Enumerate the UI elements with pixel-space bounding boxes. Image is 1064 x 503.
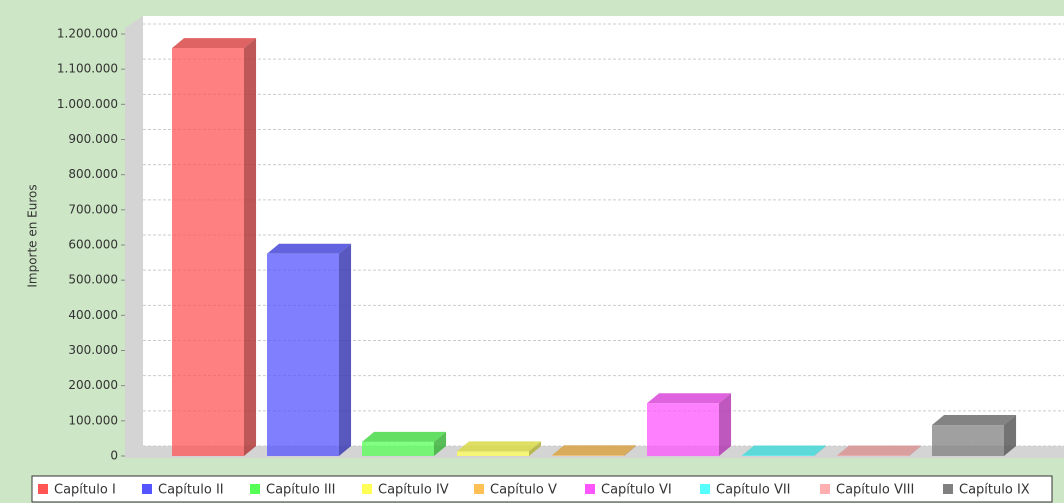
bar-top [552, 445, 637, 456]
bar-side [244, 38, 257, 457]
legend-label: Capítulo I [54, 483, 116, 498]
bar [267, 253, 339, 456]
y-tick-label: 1.100.000 [57, 62, 118, 76]
y-tick-label: 800.000 [68, 167, 118, 181]
legend-label: Capítulo VIII [836, 483, 914, 498]
legend-swatch [585, 484, 595, 494]
legend-swatch [943, 484, 953, 494]
bar-side [529, 441, 542, 456]
legend-label: Capítulo IV [378, 483, 449, 498]
bar-side [434, 431, 447, 456]
bar-top [742, 445, 827, 456]
legend-swatch [700, 484, 710, 494]
bar-top [932, 415, 1017, 426]
bar-top [837, 445, 922, 456]
y-tick-label: 0 [110, 449, 118, 463]
legend-swatch [362, 484, 372, 494]
y-tick-label: 1.000.000 [57, 97, 118, 111]
legend-swatch [38, 484, 48, 494]
y-tick-label: 100.000 [68, 413, 118, 427]
y-tick-label: 300.000 [68, 343, 118, 357]
legend-swatch [820, 484, 830, 494]
bar [932, 425, 1004, 456]
y-tick-label: 700.000 [68, 202, 118, 216]
bar-top [457, 441, 542, 452]
bar-side [339, 243, 352, 456]
bar-top [362, 431, 447, 442]
legend-label: Capítulo II [158, 483, 224, 498]
y-tick-label: 600.000 [68, 238, 118, 252]
legend-swatch [250, 484, 260, 494]
bar-side [719, 393, 732, 456]
bar [552, 455, 624, 456]
legend-label: Capítulo VII [716, 483, 791, 498]
left-wall [125, 16, 143, 458]
y-tick-label: 1.200.000 [57, 27, 118, 41]
y-tick-label: 500.000 [68, 273, 118, 287]
bar [457, 451, 529, 456]
bar-side [909, 445, 922, 456]
bar [172, 48, 244, 457]
bar-side [814, 445, 827, 456]
legend-label: Capítulo III [266, 483, 335, 498]
y-tick-label: 200.000 [68, 378, 118, 392]
y-tick-label: 900.000 [68, 132, 118, 146]
legend-label: Capítulo VI [601, 483, 672, 498]
legend-label: Capítulo V [490, 483, 557, 498]
y-tick-label: 400.000 [68, 308, 118, 322]
legend-label: Capítulo IX [959, 483, 1030, 498]
legend [31, 475, 1053, 503]
bar [837, 455, 909, 456]
bar-side [624, 445, 637, 456]
legend-swatch [474, 484, 484, 494]
bar [742, 455, 814, 456]
back-wall [143, 16, 1064, 446]
bar-top [172, 38, 257, 49]
y-axis-label: Importe en Euros [26, 184, 40, 287]
bar [647, 403, 719, 456]
bar-top [647, 393, 732, 404]
bar [362, 441, 434, 456]
legend-swatch [142, 484, 152, 494]
bar-top [267, 243, 352, 254]
bar-side [1004, 415, 1017, 456]
